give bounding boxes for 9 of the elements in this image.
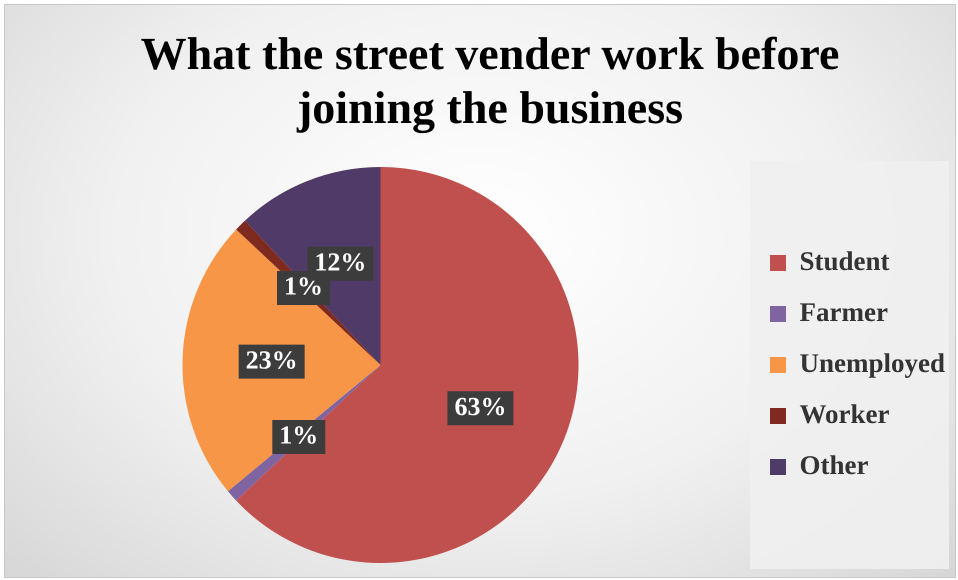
legend-label: Farmer <box>799 296 888 327</box>
chart-title: What the street vender work before joining the business <box>140 27 840 135</box>
data-label: 1% <box>279 420 318 450</box>
data-label: 63% <box>454 392 506 421</box>
legend-label: Student <box>799 246 890 276</box>
legend-label: Worker <box>799 398 890 429</box>
data-label: 23% <box>246 345 298 374</box>
legend-label: Other <box>799 450 868 480</box>
legend-label: Unemployed <box>799 348 946 378</box>
